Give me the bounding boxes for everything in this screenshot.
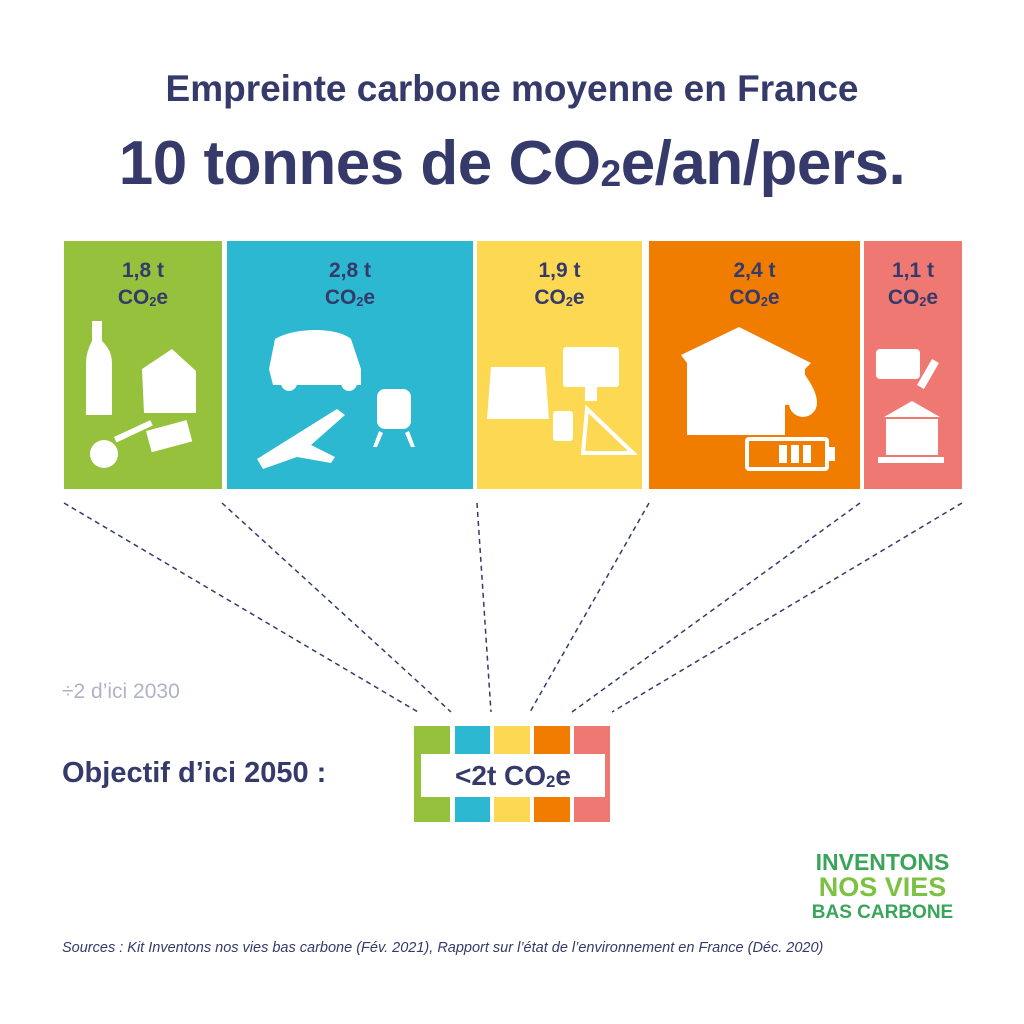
objective-label: Objectif d’ici 2050 : — [62, 757, 327, 789]
housing-icon — [681, 327, 835, 471]
subtitle: 10 tonnes de CO2e/an/pers. — [118, 129, 906, 198]
tile-value: 1,8 t — [121, 259, 165, 282]
title: Empreinte carbone moyenne en France — [165, 68, 859, 109]
tile-transport: 2,8 t CO2e — [227, 241, 473, 489]
food-icon — [86, 321, 196, 468]
tile-housing: 2,4 t CO2e — [649, 241, 860, 489]
tile-food: 1,8 t CO2e — [64, 241, 222, 489]
tile-public-services: 1,1 t CO2e — [864, 241, 962, 489]
public-services-icon — [876, 349, 944, 463]
sources: Sources : Kit Inventons nos vies bas car… — [62, 940, 824, 956]
shopping-icon — [487, 347, 638, 455]
goal-value: <2t CO2e — [421, 754, 605, 797]
transport-icon — [257, 330, 415, 469]
tile-shopping: 1,9 t CO2e — [477, 241, 642, 489]
logo: INVENTONS NOS VIES BAS CARBONE — [811, 849, 954, 923]
note-2030: ÷2 d’ici 2030 — [62, 680, 180, 703]
